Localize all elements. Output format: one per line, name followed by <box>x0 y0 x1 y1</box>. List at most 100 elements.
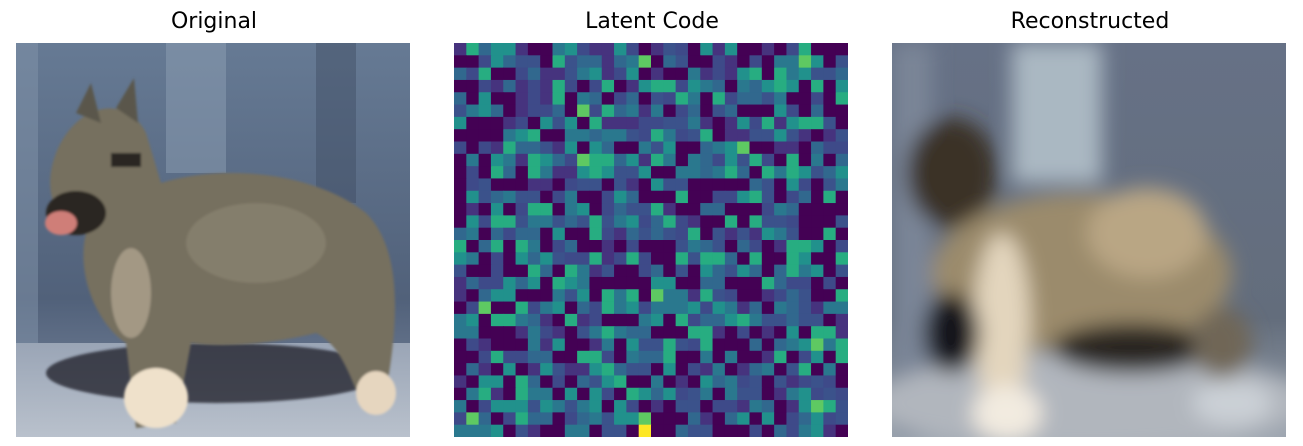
latent-cell <box>712 79 726 93</box>
latent-cell <box>663 227 677 241</box>
latent-cell <box>638 412 652 426</box>
latent-cell <box>478 55 492 69</box>
latent-cell <box>515 252 529 266</box>
latent-cell <box>811 363 824 377</box>
latent-cell <box>687 363 701 377</box>
latent-cell <box>454 400 467 413</box>
latent-cell <box>774 264 788 278</box>
latent-cell <box>798 92 812 106</box>
latent-cell <box>749 43 763 56</box>
latent-cell <box>454 240 467 253</box>
latent-cell <box>663 252 677 266</box>
latent-cell <box>835 79 848 93</box>
latent-cell <box>811 350 824 364</box>
latent-cell <box>811 55 824 69</box>
latent-cell <box>490 92 504 106</box>
latent-cell <box>638 153 652 167</box>
latent-cell <box>552 375 566 389</box>
latent-cell <box>466 79 480 93</box>
latent-cell <box>663 363 677 377</box>
latent-cell <box>466 350 480 364</box>
latent-cell <box>589 326 603 340</box>
latent-cell <box>601 252 615 266</box>
latent-cell <box>651 79 664 93</box>
latent-cell <box>540 289 554 303</box>
latent-cell <box>552 338 566 352</box>
latent-cell <box>774 104 788 118</box>
latent-cell <box>798 43 812 56</box>
latent-cell <box>811 227 824 241</box>
latent-cell <box>527 79 541 93</box>
latent-cell <box>503 264 517 278</box>
latent-cell <box>626 141 640 155</box>
latent-cell <box>675 363 689 377</box>
latent-cell <box>712 203 726 216</box>
latent-cell <box>786 67 800 81</box>
latent-cell <box>564 129 578 143</box>
latent-cell <box>454 227 467 241</box>
latent-cell <box>663 141 677 155</box>
latent-cell <box>798 338 812 352</box>
latent-cell <box>552 215 566 229</box>
latent-cell <box>564 227 578 241</box>
latent-cell <box>774 326 788 340</box>
latent-cell <box>651 424 664 437</box>
latent-cell <box>700 387 714 401</box>
latent-cell <box>614 141 627 155</box>
latent-cell <box>774 276 788 290</box>
latent-cell <box>577 141 591 155</box>
latent-cell <box>614 363 627 377</box>
latent-cell <box>478 215 492 229</box>
latent-cell <box>577 190 591 204</box>
latent-cell <box>503 129 517 143</box>
latent-cell <box>466 301 480 315</box>
latent-cell <box>774 203 788 216</box>
latent-cell <box>823 326 837 340</box>
latent-cell <box>490 116 504 130</box>
latent-cell <box>651 215 664 229</box>
latent-cell <box>478 363 492 377</box>
latent-cell <box>774 129 788 143</box>
latent-cell <box>749 412 763 426</box>
latent-cell <box>737 215 751 229</box>
latent-cell <box>490 129 504 143</box>
latent-cell <box>478 289 492 303</box>
latent-cell <box>761 289 775 303</box>
latent-cell <box>503 326 517 340</box>
latent-cell <box>564 104 578 118</box>
latent-cell <box>454 203 467 216</box>
latent-cell <box>675 375 689 389</box>
latent-cell <box>687 203 701 216</box>
latent-cell <box>552 400 566 413</box>
latent-cell <box>564 215 578 229</box>
latent-cell <box>724 387 738 401</box>
latent-cell <box>515 79 529 93</box>
latent-cell <box>589 412 603 426</box>
latent-cell <box>737 166 751 180</box>
latent-cell <box>540 276 554 290</box>
latent-cell <box>540 203 554 216</box>
latent-cell <box>786 252 800 266</box>
latent-cell <box>724 338 738 352</box>
latent-cell <box>724 203 738 216</box>
latent-cell <box>540 104 554 118</box>
latent-cell <box>724 116 738 130</box>
latent-cell <box>478 313 492 327</box>
latent-cell <box>749 240 763 253</box>
latent-cell <box>712 129 726 143</box>
latent-cell <box>589 338 603 352</box>
latent-cell <box>454 116 467 130</box>
latent-cell <box>712 313 726 327</box>
latent-cell <box>552 104 566 118</box>
latent-cell <box>601 153 615 167</box>
latent-cell <box>774 215 788 229</box>
latent-cell <box>478 166 492 180</box>
latent-cell <box>466 43 480 56</box>
latent-cell <box>638 227 652 241</box>
latent-cell <box>601 276 615 290</box>
latent-cell <box>515 387 529 401</box>
latent-cell <box>601 92 615 106</box>
latent-cell <box>700 301 714 315</box>
latent-cell <box>687 326 701 340</box>
latent-cell <box>601 301 615 315</box>
